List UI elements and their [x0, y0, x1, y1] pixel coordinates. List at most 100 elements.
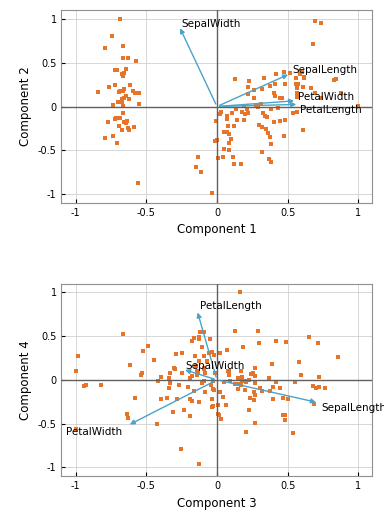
Point — [268, 105, 274, 113]
Point — [119, 95, 125, 103]
Point — [81, 382, 87, 390]
Point — [279, 94, 285, 102]
Point — [98, 381, 104, 389]
Point — [121, 69, 127, 77]
Point — [312, 89, 318, 97]
Point — [243, 428, 249, 436]
Point — [191, 334, 197, 342]
Point — [270, 382, 276, 391]
Point — [158, 395, 164, 403]
Point — [232, 75, 238, 83]
Point — [301, 74, 307, 82]
Point — [120, 72, 126, 80]
Point — [189, 337, 195, 346]
Point — [172, 365, 178, 373]
Point — [255, 327, 261, 335]
Point — [218, 109, 224, 117]
Point — [132, 89, 138, 97]
Point — [310, 382, 316, 390]
Point — [301, 73, 307, 81]
Point — [138, 371, 144, 379]
Point — [116, 88, 122, 96]
Point — [245, 83, 251, 91]
Text: SepalLength: SepalLength — [292, 65, 357, 75]
Point — [192, 352, 198, 360]
Point — [252, 379, 258, 387]
Point — [105, 118, 111, 126]
Point — [242, 110, 248, 118]
Y-axis label: Component 4: Component 4 — [19, 340, 32, 420]
Point — [200, 327, 207, 335]
Point — [223, 346, 230, 354]
Point — [233, 104, 239, 113]
Point — [230, 122, 237, 130]
Point — [210, 402, 216, 410]
Point — [193, 362, 199, 370]
Point — [167, 379, 173, 388]
Point — [223, 401, 229, 409]
Point — [212, 369, 218, 377]
Point — [209, 189, 215, 197]
Point — [245, 90, 252, 98]
Point — [261, 74, 267, 82]
Point — [209, 348, 215, 356]
Point — [226, 139, 232, 147]
Point — [195, 460, 202, 468]
Point — [263, 125, 270, 133]
Point — [119, 109, 126, 117]
Point — [191, 387, 197, 395]
Point — [196, 335, 202, 343]
Point — [122, 92, 129, 100]
Point — [238, 381, 244, 389]
Point — [246, 77, 252, 86]
Point — [225, 367, 232, 375]
Point — [114, 66, 120, 74]
Point — [125, 414, 131, 422]
Point — [154, 420, 160, 428]
Point — [237, 288, 243, 296]
Point — [300, 125, 306, 134]
Point — [257, 339, 263, 347]
Point — [116, 122, 122, 130]
Point — [127, 361, 133, 369]
Point — [124, 410, 130, 418]
Point — [226, 130, 232, 138]
Point — [234, 116, 240, 124]
Text: PetalLength: PetalLength — [200, 301, 262, 311]
Point — [179, 349, 185, 357]
Point — [122, 65, 129, 73]
Point — [266, 374, 272, 382]
Point — [282, 411, 288, 419]
Point — [333, 74, 339, 82]
Point — [232, 327, 238, 335]
Point — [250, 369, 256, 377]
Point — [251, 86, 257, 94]
Point — [310, 40, 316, 48]
Point — [195, 153, 201, 161]
Point — [240, 343, 246, 351]
Point — [255, 103, 261, 112]
Text: SepalWidth: SepalWidth — [182, 19, 241, 29]
Point — [226, 371, 232, 379]
Point — [266, 155, 272, 163]
Point — [187, 412, 193, 420]
Point — [194, 371, 200, 379]
Point — [245, 109, 251, 117]
Point — [102, 44, 108, 52]
Point — [239, 373, 245, 381]
Point — [270, 395, 276, 403]
Point — [258, 147, 265, 156]
Point — [265, 129, 271, 137]
Point — [268, 158, 274, 166]
Point — [139, 369, 146, 377]
Point — [119, 126, 125, 134]
Point — [197, 328, 204, 336]
Point — [207, 335, 214, 343]
Point — [120, 42, 126, 50]
Point — [273, 337, 279, 345]
Point — [264, 113, 270, 121]
Point — [311, 400, 317, 409]
Point — [189, 397, 195, 406]
Point — [166, 384, 172, 392]
Point — [293, 74, 299, 82]
